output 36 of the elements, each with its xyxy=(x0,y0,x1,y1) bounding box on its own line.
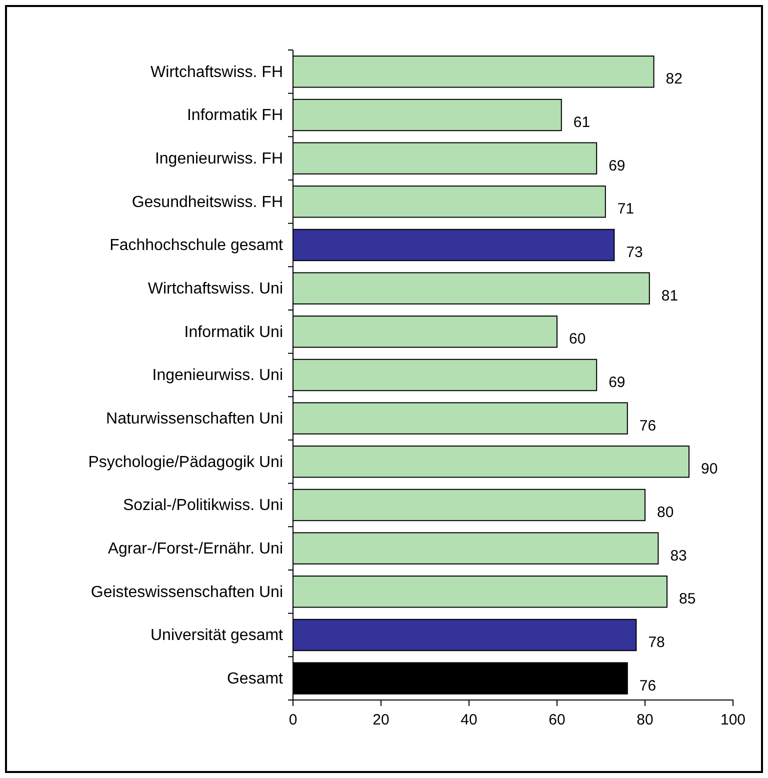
y-tick-label: Informatik FH xyxy=(186,107,283,124)
data-label: 81 xyxy=(661,287,678,304)
data-label: 69 xyxy=(608,157,626,174)
data-label: 85 xyxy=(679,590,696,608)
data-label: 71 xyxy=(617,200,634,218)
data-label: 76 xyxy=(639,677,656,694)
y-tick-label: Fachhochschule gesamt xyxy=(110,237,284,254)
y-tick-label: Wirtchaftswiss. Uni xyxy=(148,280,283,298)
data-label: 69 xyxy=(608,374,626,391)
y-tick-label: Ingenieurwiss. FH xyxy=(154,150,283,168)
y-tick-label: Informatik Uni xyxy=(184,324,283,341)
data-label: 78 xyxy=(648,634,665,651)
x-tick-label: 80 xyxy=(636,712,654,729)
data-label: 60 xyxy=(569,330,586,348)
y-tick-label: Universität gesamt xyxy=(150,627,284,644)
y-tick-label: Psychologie/Pädagogik Uni xyxy=(88,454,283,471)
data-label: 61 xyxy=(573,114,590,131)
x-tick-label: 100 xyxy=(720,712,746,729)
x-tick-label: 20 xyxy=(372,712,390,729)
data-label: 82 xyxy=(666,70,682,88)
y-tick-label: Gesundheitswiss. FH xyxy=(132,194,283,211)
data-label: 76 xyxy=(639,417,656,434)
y-tick-label: Geisteswissenschaften Uni xyxy=(90,584,283,601)
y-tick-label: Sozial-/Politikwiss. Uni xyxy=(122,497,283,514)
data-label: 90 xyxy=(701,460,718,478)
x-tick-label: 60 xyxy=(548,712,566,729)
y-tick-label: Agrar-/Forst-/Ernähr. Uni xyxy=(108,540,283,558)
data-label: 73 xyxy=(626,244,643,261)
y-tick-label: Ingenieurwiss. Uni xyxy=(152,367,283,384)
y-tick-label: Naturwissenschaften Uni xyxy=(106,410,283,428)
y-tick-label: Wirtchaftswiss. FH xyxy=(150,64,283,81)
x-tick-label: 40 xyxy=(460,712,478,729)
y-tick-label: Gesamt xyxy=(226,670,284,688)
x-tick-label: 0 xyxy=(288,712,298,729)
data-label: 83 xyxy=(670,547,687,564)
data-label: 80 xyxy=(657,504,674,521)
